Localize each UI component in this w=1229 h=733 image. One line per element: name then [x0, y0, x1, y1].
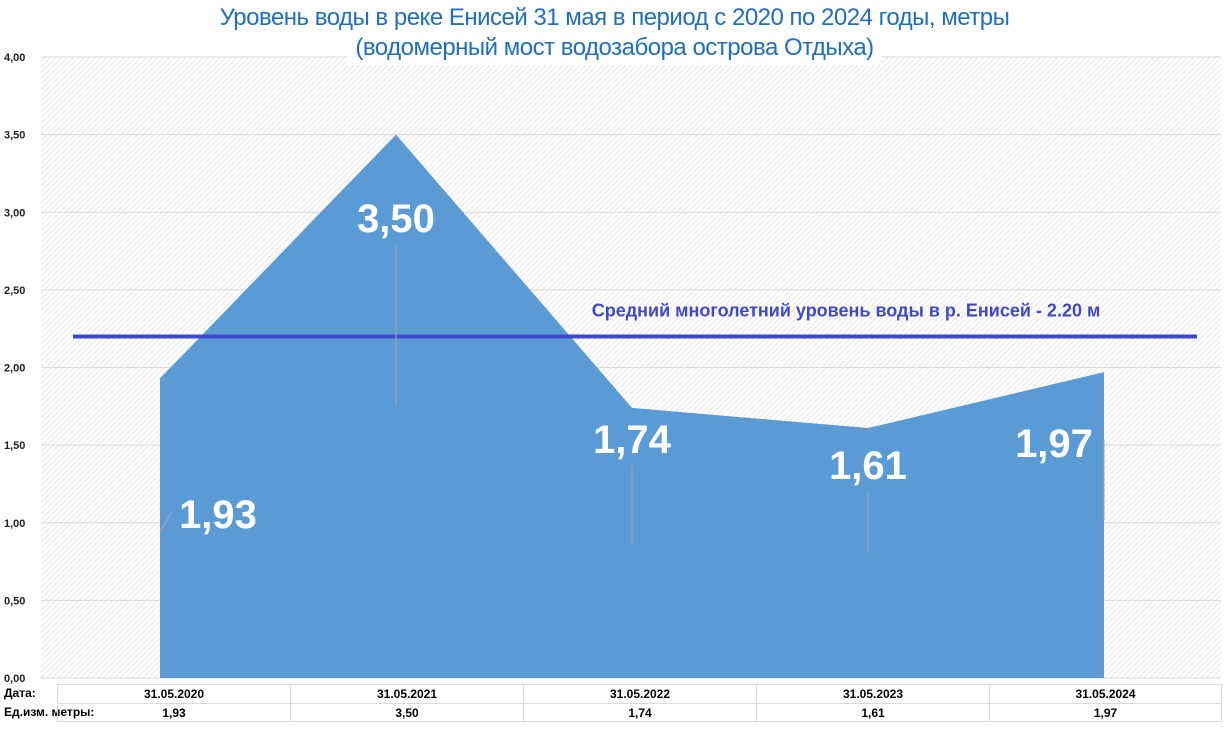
- y-tick-label: 0,00: [4, 673, 25, 685]
- table-cell: 1,74: [523, 703, 756, 722]
- y-tick-label: 2,00: [4, 363, 25, 375]
- table-cell: 31.05.2022: [523, 684, 756, 703]
- y-tick-label: 0,50: [4, 595, 25, 607]
- data-label: 1,61: [829, 444, 907, 488]
- y-tick-label: 4,00: [4, 52, 25, 64]
- y-tick-label: 3,50: [4, 130, 25, 142]
- y-tick-label: 3,00: [4, 207, 25, 219]
- table-cell: 31.05.2020: [57, 684, 290, 703]
- average-level-label: Средний многолетний уровень воды в р. Ен…: [592, 300, 1101, 320]
- table-cell: 1,97: [989, 703, 1222, 722]
- table-cell: 31.05.2023: [756, 684, 989, 703]
- row-label-units: Ед.изм. метры:: [4, 705, 95, 719]
- data-label: 1,97: [1015, 422, 1093, 466]
- y-tick-label: 2,50: [4, 285, 25, 297]
- table-row-dates: Дата: 31.05.2020 31.05.2021 31.05.2022 3…: [0, 684, 1222, 703]
- row-label-date: Дата:: [4, 686, 36, 700]
- data-label: 1,93: [179, 493, 257, 537]
- y-tick-label: 1,50: [4, 440, 25, 452]
- chart-title: Уровень воды в реке Енисей 31 мая в пери…: [219, 4, 1010, 31]
- table-row-values: Ед.изм. метры: 1,93 3,50 1,74 1,61 1,97: [0, 703, 1222, 722]
- y-tick-label: 1,00: [4, 518, 25, 530]
- data-label: 1,74: [593, 418, 672, 462]
- data-label: 3,50: [357, 197, 435, 241]
- data-table: Дата: 31.05.2020 31.05.2021 31.05.2022 3…: [0, 684, 1222, 722]
- table-cell: 31.05.2021: [290, 684, 523, 703]
- chart-subtitle: (водомерный мост водозабора острова Отды…: [347, 34, 882, 65]
- table-cell: 1,61: [756, 703, 989, 722]
- table-cell: 3,50: [290, 703, 523, 722]
- table-cell: 31.05.2024: [989, 684, 1222, 703]
- leader-line: [159, 511, 173, 533]
- table-cell: 1,93: [57, 703, 290, 722]
